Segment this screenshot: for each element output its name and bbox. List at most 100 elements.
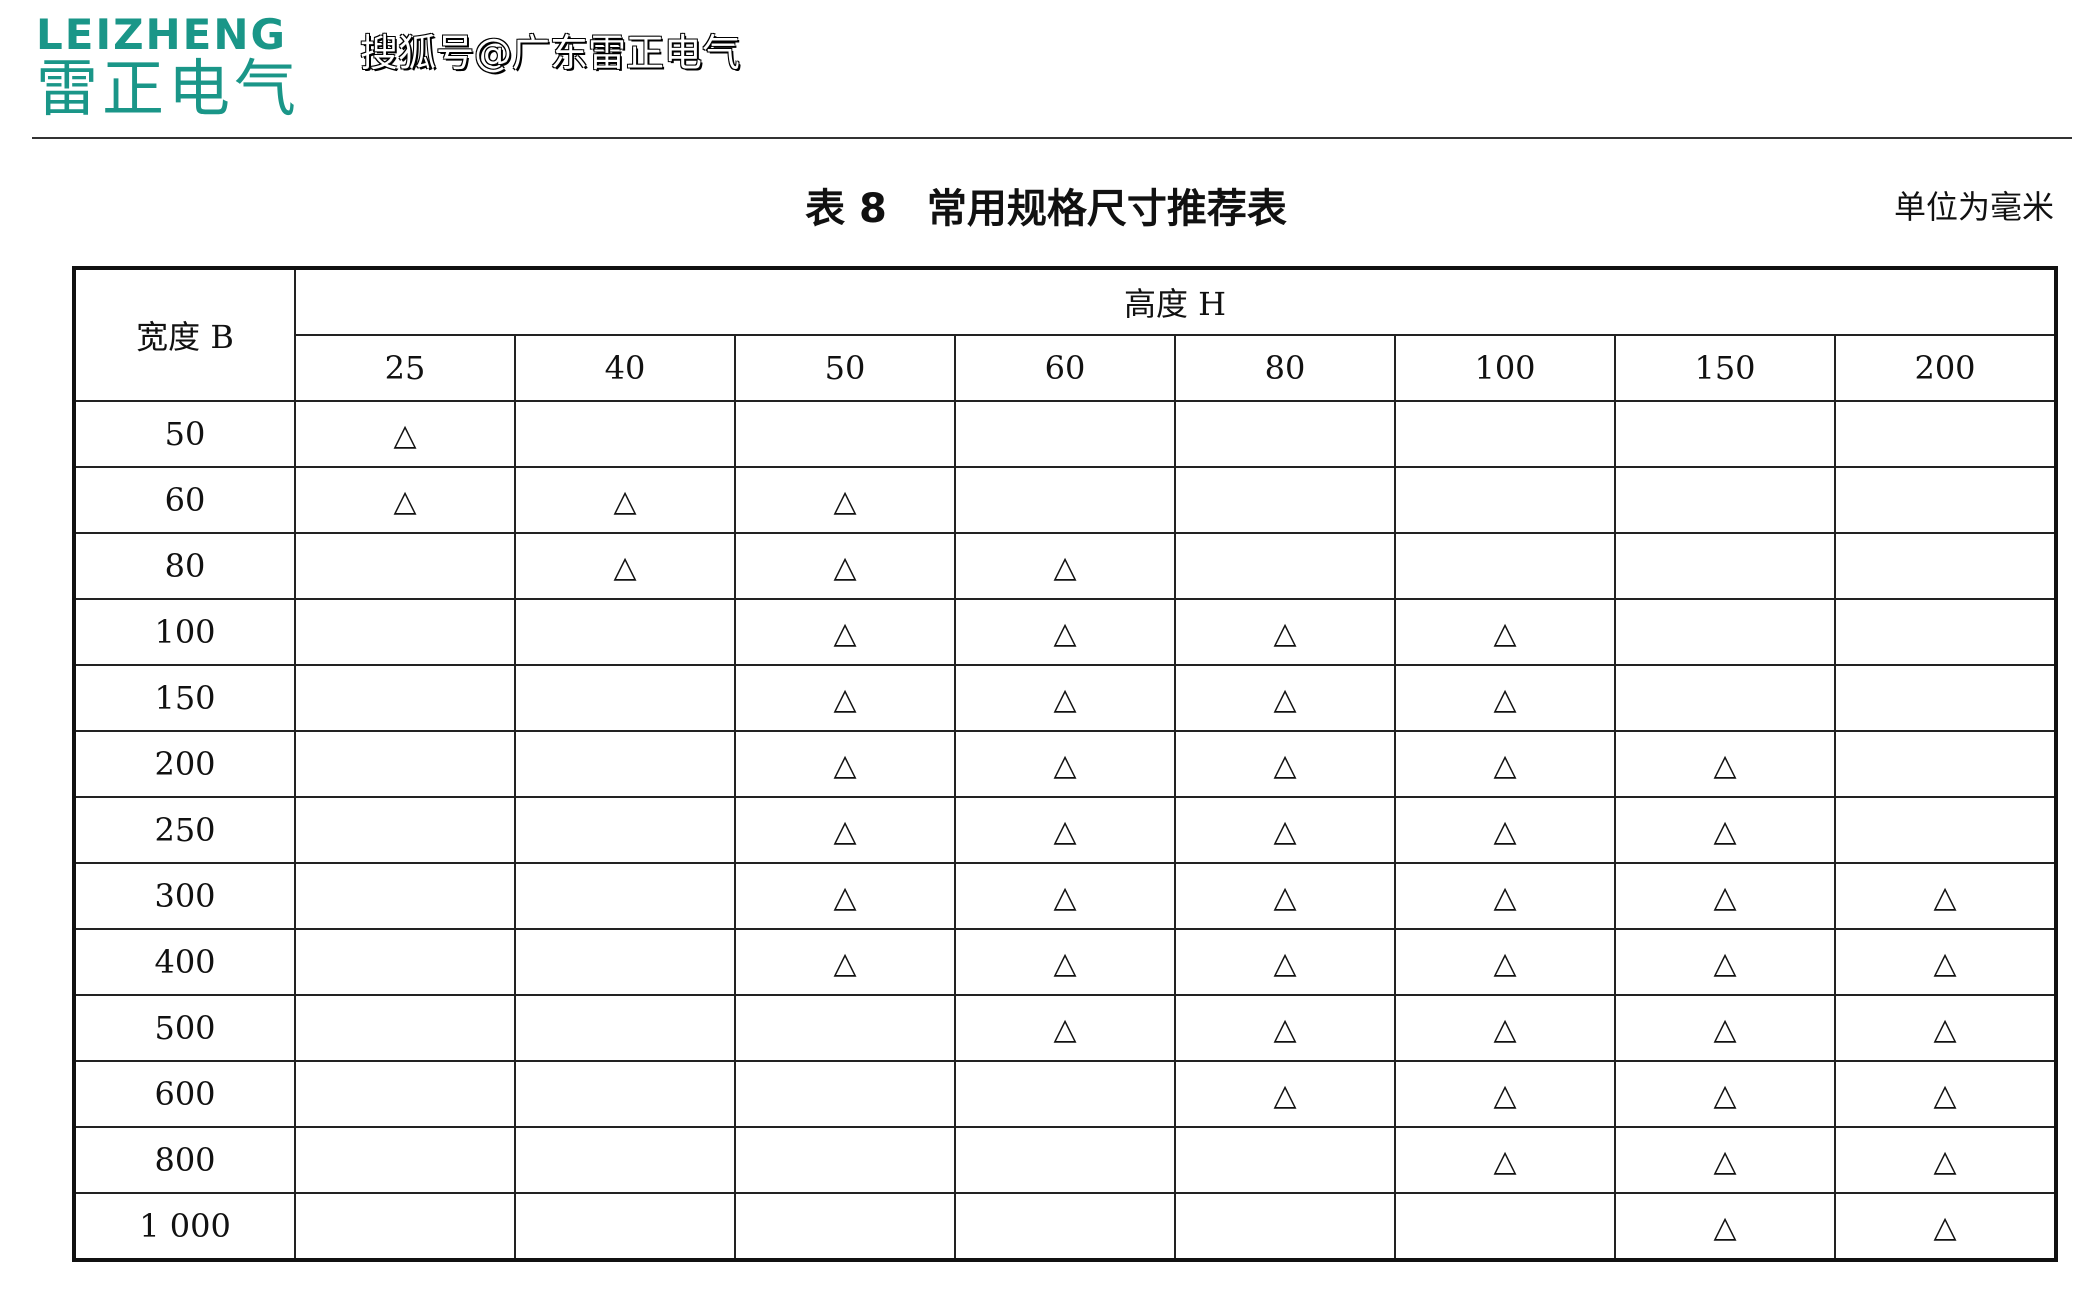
triangle-mark: △ <box>393 484 417 519</box>
width-cell: 150 <box>73 664 296 732</box>
table-cell: △ <box>1174 862 1396 930</box>
table-cell: △ <box>1834 1126 2057 1194</box>
triangle-mark: △ <box>1933 880 1957 915</box>
table-cell <box>1394 532 1616 600</box>
triangle-mark: △ <box>1713 946 1737 981</box>
table-cell <box>514 796 736 864</box>
table-cell <box>1614 466 1836 534</box>
triangle-mark: △ <box>833 880 857 915</box>
table-cell <box>294 664 516 732</box>
table-cell <box>1394 400 1616 468</box>
table-cell <box>1614 532 1836 600</box>
triangle-mark: △ <box>1493 1012 1517 1047</box>
table-cell <box>294 862 516 930</box>
column-header-row: 25 40 50 60 80 100 150 200 <box>74 334 2057 402</box>
table-cell <box>1614 598 1836 666</box>
table-cell: △ <box>954 532 1176 600</box>
table-cell: △ <box>1174 1060 1396 1128</box>
table-cell: △ <box>1614 994 1836 1062</box>
table-cell: △ <box>734 730 956 798</box>
triangle-mark: △ <box>1053 880 1077 915</box>
triangle-mark: △ <box>833 550 857 585</box>
column-header: 100 <box>1394 334 1616 402</box>
width-cell: 400 <box>73 928 296 996</box>
triangle-mark: △ <box>613 484 637 519</box>
triangle-mark: △ <box>1273 748 1297 783</box>
table-cell <box>1394 1192 1616 1261</box>
table-cell: △ <box>1394 1126 1616 1194</box>
logo-english: LEIZHENG <box>36 10 287 59</box>
table-cell: △ <box>1174 730 1396 798</box>
table-cell <box>294 796 516 864</box>
table-cell: △ <box>734 532 956 600</box>
table-cell <box>294 1126 516 1194</box>
table-cell: △ <box>1394 664 1616 732</box>
table-cell <box>1834 466 2057 534</box>
table-cell: △ <box>734 664 956 732</box>
triangle-mark: △ <box>833 484 857 519</box>
table-cell: △ <box>1174 796 1396 864</box>
table-cell <box>1174 1126 1396 1194</box>
table-cell <box>1174 1192 1396 1261</box>
width-cell: 500 <box>73 994 296 1062</box>
table-cell: △ <box>1614 862 1836 930</box>
table-cell <box>514 730 736 798</box>
triangle-mark: △ <box>1053 946 1077 981</box>
table-cell <box>294 598 516 666</box>
width-cell: 800 <box>73 1126 296 1194</box>
triangle-mark: △ <box>1273 1078 1297 1113</box>
triangle-mark: △ <box>1053 682 1077 717</box>
triangle-mark: △ <box>1273 880 1297 915</box>
table-row: 1 000 △ △ <box>73 1192 2057 1261</box>
table-cell <box>514 1126 736 1194</box>
table-cell <box>1394 466 1616 534</box>
triangle-mark: △ <box>1493 1078 1517 1113</box>
table-cell <box>1834 598 2057 666</box>
table-cell <box>734 400 956 468</box>
table-cell: △ <box>1834 1192 2057 1261</box>
triangle-mark: △ <box>833 814 857 849</box>
table-cell: △ <box>954 994 1176 1062</box>
table-cell: △ <box>734 598 956 666</box>
column-header: 200 <box>1834 334 2057 402</box>
table-cell: △ <box>1614 1126 1836 1194</box>
table-cell: △ <box>294 466 516 534</box>
table-cell <box>1174 532 1396 600</box>
table-title: 表 8 常用规格尺寸推荐表 <box>805 186 1287 232</box>
triangle-mark: △ <box>1053 550 1077 585</box>
table-cell <box>734 994 956 1062</box>
triangle-mark: △ <box>1933 946 1957 981</box>
table-cell: △ <box>954 862 1176 930</box>
table-row: 150 △ △ △ △ <box>73 664 2057 732</box>
table-cell: △ <box>954 598 1176 666</box>
table-cell <box>1834 664 2057 732</box>
table-cell: △ <box>1174 664 1396 732</box>
watermark: 搜狐号@广东雷正电气 <box>360 31 741 75</box>
table-cell <box>734 1060 956 1128</box>
width-cell: 80 <box>73 532 296 600</box>
width-cell: 600 <box>73 1060 296 1128</box>
table-cell <box>1174 400 1396 468</box>
column-header: 150 <box>1614 334 1836 402</box>
table-cell <box>954 1060 1176 1128</box>
table-row: 50 △ <box>73 400 2057 468</box>
table-cell <box>954 400 1176 468</box>
table-cell: △ <box>1834 862 2057 930</box>
width-cell: 250 <box>73 796 296 864</box>
table-cell: △ <box>514 532 736 600</box>
triangle-mark: △ <box>1273 814 1297 849</box>
triangle-mark: △ <box>1713 1012 1737 1047</box>
column-header: 40 <box>514 334 736 402</box>
table-cell <box>294 1192 516 1261</box>
table-cell <box>294 730 516 798</box>
triangle-mark: △ <box>1273 946 1297 981</box>
table-cell <box>514 928 736 996</box>
table-cell <box>294 532 516 600</box>
table-cell <box>1834 532 2057 600</box>
table-cell: △ <box>1614 928 1836 996</box>
table-cell: △ <box>734 466 956 534</box>
table-cell: △ <box>1174 994 1396 1062</box>
row-header: 宽度 B <box>73 267 296 402</box>
table-cell: △ <box>1394 796 1616 864</box>
table-cell: △ <box>1174 598 1396 666</box>
